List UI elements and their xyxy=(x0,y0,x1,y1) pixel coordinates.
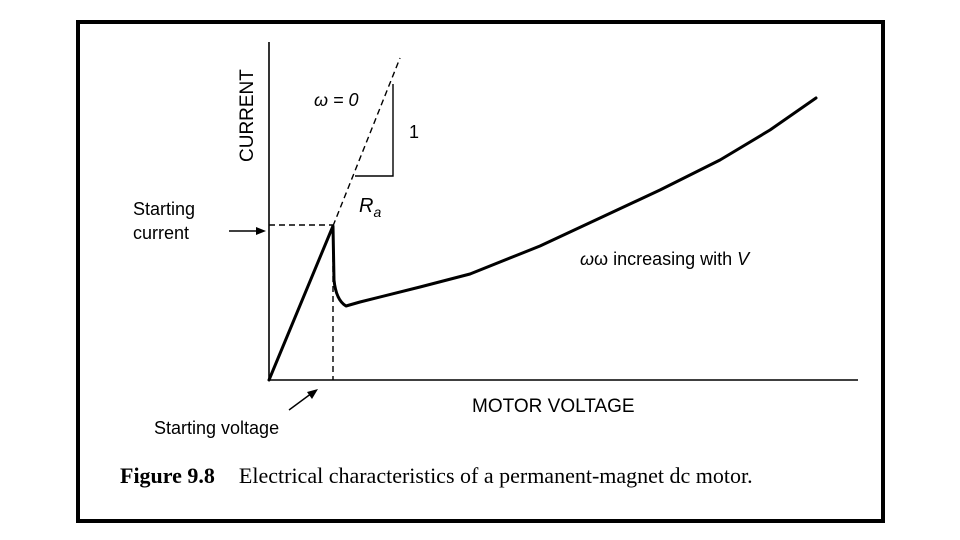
starting-voltage-arrow-head xyxy=(307,389,318,399)
figure-caption-text: Electrical characteristics of a permanen… xyxy=(239,463,753,488)
slope-resistance-label: Ra xyxy=(359,195,381,220)
figure-caption: Figure 9.8 Electrical characteristics of … xyxy=(120,463,753,488)
stall-dashed-line xyxy=(332,57,401,227)
starting-current-label: Starting current xyxy=(133,199,200,243)
slope-triangle xyxy=(355,84,394,177)
y-axis-label: CURRENT xyxy=(237,69,258,162)
slope-rise-label: 1 xyxy=(409,122,419,142)
figure-number: Figure 9.8 xyxy=(120,463,215,488)
curve-annotation: ωω increasing with V xyxy=(580,249,751,269)
slope-resistance-subscript: a xyxy=(373,204,381,220)
current-voltage-curve xyxy=(267,96,818,382)
x-axis-label: MOTOR VOLTAGE xyxy=(472,396,635,417)
stall-label: ω = 0 xyxy=(314,90,359,110)
figure-frame xyxy=(76,20,885,523)
starting-voltage-arrow-shaft xyxy=(288,392,313,411)
starting-voltage-label: Starting voltage xyxy=(154,418,279,438)
starting-current-arrow-head xyxy=(256,227,266,235)
